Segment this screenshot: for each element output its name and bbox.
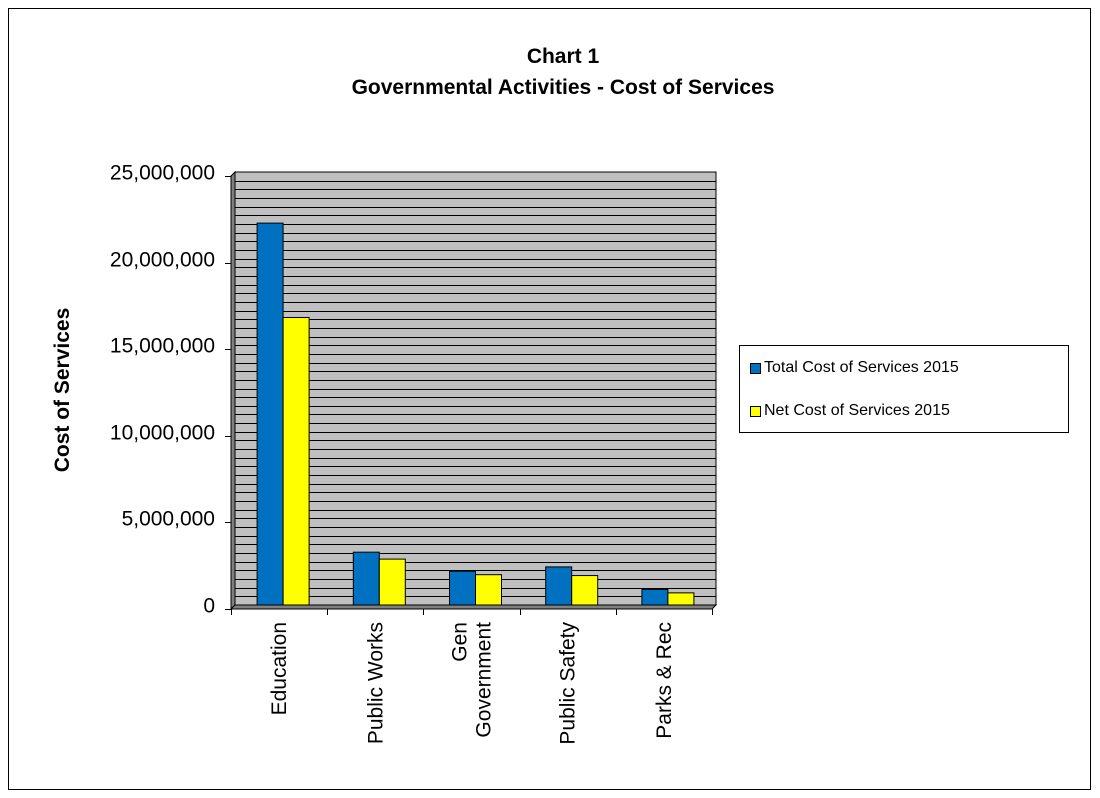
y-tick-label: 0 [203,595,215,618]
bar-net-2 [475,574,502,606]
category-label: Parks & Rec [653,622,676,739]
legend-item-total: Total Cost of Services 2015 [750,357,959,379]
bar-total-3 [545,566,573,606]
chart-title: Chart 1 [527,45,600,68]
plot-floor [229,604,718,610]
y-axis-label: Cost of Services [51,308,74,473]
chart-subtitle: Governmental Activities - Cost of Servic… [352,76,775,99]
legend: Total Cost of Services 2015 Net Cost of … [739,345,1069,433]
y-tick-label: 10,000,000 [110,422,215,445]
bar-net-3 [571,575,599,606]
y-tick-label: 20,000,000 [110,249,215,272]
category-label: Public Safety [557,622,580,745]
plot-side-wall [230,170,236,611]
bar-net-0 [282,316,310,606]
legend-label-net: Net Cost of Services 2015 [764,402,950,419]
legend-item-net: Net Cost of Services 2015 [750,400,950,422]
bar-net-4 [667,592,695,606]
plot-area: 0 5,000,000 10,000,000 15,000,000 20,000,000… [110,162,718,745]
category-label: Education [268,622,291,715]
y-tick-label: 5,000,000 [122,508,215,531]
category-label: Gen [449,622,472,662]
plot-background [234,171,717,606]
category-label: Public Works [364,622,387,744]
legend-swatch-total [750,362,761,374]
y-tick-label: 15,000,000 [110,335,215,358]
bar-total-1 [352,551,380,606]
category-label: Government [473,622,496,738]
legend-label-total: Total Cost of Services 2015 [764,359,959,376]
bar-total-2 [449,570,476,606]
legend-swatch-net [750,405,761,417]
bar-total-4 [641,588,669,606]
bar-net-1 [378,558,406,606]
bar-total-0 [256,222,284,606]
y-tick-label: 25,000,000 [110,162,215,185]
